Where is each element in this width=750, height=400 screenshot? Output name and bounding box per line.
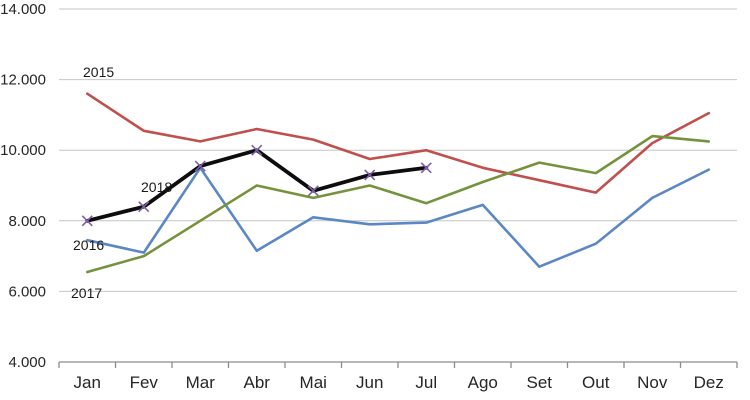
month-label-abr: Abr (244, 373, 271, 392)
y-tick-label-12000: 12.000 (0, 72, 46, 89)
series-marker-x-2018-mai (307, 185, 319, 197)
month-label-mai: Mai (300, 373, 327, 392)
month-label-jan: Jan (74, 373, 101, 392)
series-marker-x-2018-jun (364, 169, 376, 181)
series-marker-x-2018-jan (81, 215, 93, 227)
series-label-2015: 2015 (83, 64, 114, 80)
y-tick-label-6000: 6.000 (8, 283, 46, 300)
month-label-fev: Fev (130, 373, 159, 392)
month-label-out: Out (582, 373, 610, 392)
series-label-2018: 2018 (141, 179, 172, 195)
month-label-jul: Jul (415, 373, 437, 392)
series-line-2017 (86, 134, 711, 274)
y-tick-label-4000: 4.000 (8, 354, 46, 371)
month-label-dez: Dez (694, 373, 724, 392)
series-marker-x-2018-jul (420, 162, 432, 174)
y-tick-label-10000: 10.000 (0, 142, 46, 159)
series-label-2016: 2016 (73, 237, 104, 253)
month-label-mar: Mar (186, 373, 216, 392)
series-label-2017: 2017 (71, 285, 102, 301)
month-label-set: Set (526, 373, 552, 392)
y-tick-label-14000: 14.000 (0, 1, 46, 18)
month-label-ago: Ago (468, 373, 498, 392)
series-line-2016 (86, 166, 711, 269)
month-label-jun: Jun (356, 373, 383, 392)
y-tick-label-8000: 8.000 (8, 213, 46, 230)
series-marker-x-2018-fev (138, 201, 150, 213)
series-line-2015 (86, 92, 711, 194)
series-marker-x-2018-mar (194, 160, 206, 172)
month-label-nov: Nov (637, 373, 668, 392)
series-marker-x-2018-abr (251, 144, 263, 156)
